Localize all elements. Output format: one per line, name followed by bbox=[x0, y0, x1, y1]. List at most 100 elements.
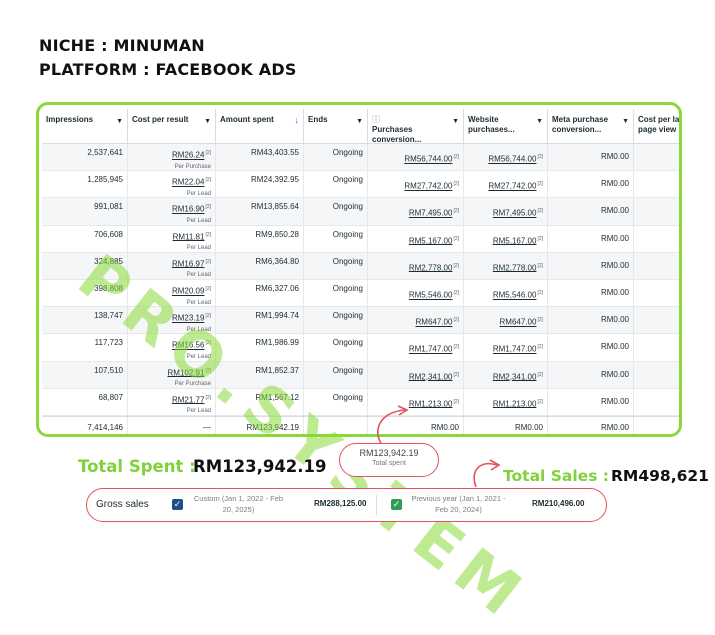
cell-value[interactable]: RM5,546.00 bbox=[408, 290, 453, 300]
gross-sales-bar: Gross sales ✓ Custom (Jan 1, 2022 - Feb … bbox=[86, 488, 607, 522]
cell-value[interactable]: RM2,778.00 bbox=[492, 263, 537, 273]
cell-value: 991,081 bbox=[94, 202, 123, 212]
table-row: 1,285,945 RM22.04[2] Per Lead RM24,392.95 On… bbox=[42, 171, 679, 199]
table-row: 138,747 RM23.19[2] Per Lead RM1,994.74 Ongoi… bbox=[42, 307, 679, 335]
cell-value[interactable]: RM102.91 bbox=[167, 368, 205, 378]
cell-ends: Ongoing bbox=[304, 144, 368, 171]
previous-period-checkbox[interactable]: ✓ bbox=[391, 499, 402, 510]
ads-table-frame: Impressions ▼ Cost per result ▼ Amount spent… bbox=[36, 102, 682, 437]
table-row: 991,081 RM16.90[2] Per Lead RM13,855.64 Ongo… bbox=[42, 198, 679, 226]
cell-meta: RM0.00 bbox=[548, 252, 634, 279]
cell-value[interactable]: RM16.97 bbox=[171, 259, 205, 269]
custom-period-checkbox[interactable]: ✓ bbox=[172, 499, 183, 510]
cell-value[interactable]: RM11.81 bbox=[172, 232, 205, 242]
cell-value[interactable]: RM27,742.00 bbox=[404, 181, 453, 191]
column-header-purchases[interactable]: ⓘPurchases conversion... ▼ bbox=[368, 109, 464, 144]
cell-value[interactable]: RM26.24 bbox=[171, 150, 205, 160]
cell-value: Ongoing bbox=[332, 283, 363, 293]
cell-value[interactable]: RM647.00 bbox=[415, 317, 453, 327]
caret-down-icon[interactable]: ▼ bbox=[356, 118, 363, 125]
cell-meta: RM0.00 bbox=[548, 279, 634, 307]
caret-down-icon[interactable]: ▼ bbox=[536, 118, 543, 125]
cell-cpr: RM102.91[2] Per Purchase bbox=[128, 361, 216, 388]
cell-value[interactable]: RM2,778.00 bbox=[408, 263, 453, 273]
cell-cpr: RM16.90[2] Per Lead bbox=[128, 198, 216, 225]
cell-value[interactable]: RM2,341.00 bbox=[408, 372, 453, 382]
column-header-impressions[interactable]: Impressions ▼ bbox=[42, 109, 128, 143]
cell-meta: RM0.00 bbox=[548, 198, 634, 225]
column-header-meta[interactable]: Meta purchase conversion... ▼ bbox=[548, 109, 634, 143]
sort-down-arrow-icon[interactable]: ↓ bbox=[294, 115, 300, 125]
cell-value: 117,723 bbox=[94, 338, 123, 348]
column-header-ends[interactable]: Ends ▼ bbox=[304, 109, 368, 143]
result-type-label: Per Lead bbox=[186, 272, 211, 279]
cell-value[interactable]: RM23.19 bbox=[171, 313, 205, 323]
cell-value[interactable]: RM7,495.00 bbox=[408, 209, 453, 219]
callout-value: RM123,942.19 bbox=[359, 448, 419, 458]
caret-down-icon[interactable]: ▼ bbox=[204, 118, 211, 125]
cell-value[interactable]: RM1,213.00 bbox=[408, 399, 453, 409]
table-row: 117,723 RM16.56[2] Per Lead RM1,986.99 Ongoi… bbox=[42, 334, 679, 362]
cell-value[interactable]: RM5,167.00 bbox=[492, 236, 537, 246]
cell-impressions: 138,747 bbox=[42, 307, 128, 334]
cell-value[interactable]: RM2,341.00 bbox=[492, 372, 537, 382]
footnote-marker: [2] bbox=[453, 398, 459, 405]
column-header-label: Ends bbox=[308, 115, 328, 124]
total-spent-callout: RM123,942.19 Total spent bbox=[339, 443, 439, 477]
column-header-label: Website purchases... bbox=[468, 115, 515, 134]
cell-value[interactable]: RM56,744.00 bbox=[488, 154, 537, 164]
footnote-marker: [2] bbox=[453, 344, 459, 351]
custom-period-value: RM288,125.00 bbox=[314, 499, 367, 508]
column-header-cost_lp[interactable]: Cost per la page view bbox=[634, 109, 679, 143]
cell-value[interactable]: RM16.56 bbox=[171, 340, 205, 350]
cell-cost_lp: R bbox=[634, 362, 679, 388]
cell-value[interactable]: RM22.04 bbox=[171, 177, 205, 187]
cell-value[interactable]: RM27,742.00 bbox=[488, 181, 537, 191]
cell-cost_lp: R bbox=[634, 171, 679, 197]
cell-value[interactable]: RM647.00 bbox=[499, 317, 537, 327]
cell-cost_lp: R bbox=[634, 307, 679, 333]
cell-meta: RM0.00 bbox=[548, 307, 634, 334]
cell-value[interactable]: RM16.90 bbox=[171, 205, 205, 215]
cell-meta: RM0.00 bbox=[548, 361, 634, 388]
cell-website: RM56,744.00[2] bbox=[464, 144, 548, 171]
cell-value[interactable]: RM21.77 bbox=[171, 395, 205, 405]
total-sales-label: Total Sales : bbox=[503, 467, 610, 485]
cell-value: Ongoing bbox=[332, 365, 363, 375]
table-header-row: Impressions ▼ Cost per result ▼ Amount spent… bbox=[42, 109, 679, 144]
cell-value[interactable]: RM5,546.00 bbox=[492, 290, 537, 300]
cell-value[interactable]: RM1,213.00 bbox=[492, 399, 537, 409]
cell-value[interactable]: RM56,744.00 bbox=[404, 154, 453, 164]
cell-cost_lp: R bbox=[634, 144, 679, 170]
total-label: Total bbox=[552, 434, 629, 435]
cell-value: RM0.00 bbox=[600, 206, 629, 216]
cell-value[interactable]: RM20.09 bbox=[171, 286, 205, 296]
cell-value[interactable]: RM1,747.00 bbox=[408, 344, 453, 354]
cell-value[interactable]: RM7,495.00 bbox=[492, 209, 537, 219]
result-type-label: Per Purchase bbox=[174, 163, 211, 170]
footnote-marker: [2] bbox=[453, 154, 459, 160]
column-header-website[interactable]: Website purchases... ▼ bbox=[464, 109, 548, 143]
cell-impressions: 117,723 bbox=[42, 334, 128, 361]
result-type-label: Per Purchase bbox=[174, 381, 211, 388]
caret-down-icon[interactable]: ▼ bbox=[622, 118, 629, 125]
column-header-cpr[interactable]: Cost per result ▼ bbox=[128, 109, 216, 143]
cell-cost_lp: R bbox=[634, 226, 679, 252]
cell-spent: RM1,852.37 bbox=[216, 361, 304, 388]
cell-value: 1,285,945 bbox=[87, 175, 123, 185]
cell-value: Ongoing bbox=[332, 229, 363, 239]
cell-cpr: RM16.56[2] Per Lead bbox=[128, 334, 216, 361]
total-spent-value: RM123,942.19 bbox=[193, 457, 327, 476]
cell-website: RM2,778.00[2] bbox=[464, 252, 548, 279]
caret-down-icon[interactable]: ▼ bbox=[452, 118, 459, 125]
column-header-spent[interactable]: Amount spent ↓ bbox=[216, 109, 304, 143]
cell-value[interactable]: RM5,167.00 bbox=[408, 236, 453, 246]
cell-ends: Ongoing bbox=[304, 279, 368, 307]
caret-down-icon[interactable]: ▼ bbox=[116, 118, 123, 125]
footnote-marker: [2] bbox=[205, 394, 211, 401]
cell-value[interactable]: RM1,747.00 bbox=[492, 344, 537, 354]
result-type-label: Per Lead bbox=[186, 299, 211, 306]
total-spent-label: Total Spent : bbox=[78, 457, 196, 476]
cell-value: RM0.00 bbox=[600, 179, 629, 189]
cell-value: 706,608 bbox=[94, 229, 123, 239]
